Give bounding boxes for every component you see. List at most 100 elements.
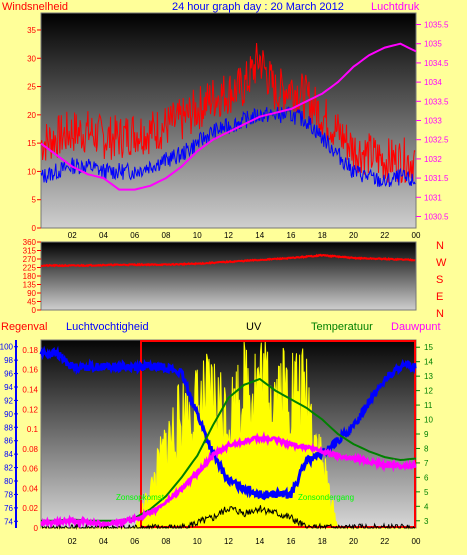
pressure-label: Luchtdruk	[371, 1, 420, 13]
humidity-tick-label: 78	[4, 490, 13, 499]
x-tick-label: 04	[99, 537, 108, 546]
direction-tick-label: 315	[23, 247, 37, 256]
x-tick-label: 16	[287, 231, 296, 240]
pressure-tick-label: 1032	[424, 155, 442, 164]
humidity-tick-label: 98	[4, 356, 13, 365]
pressure-tick-label: 1031	[424, 193, 442, 202]
humidity-series	[39, 345, 417, 501]
temperature-tick-label: 12	[424, 387, 433, 396]
wind-tick-label: 30	[27, 54, 36, 63]
temperature-tick-label: 15	[424, 343, 433, 352]
x-tick-label: 18	[318, 537, 327, 546]
x-tick-label: 06	[130, 537, 139, 546]
direction-tick-label: 225	[23, 264, 37, 273]
x-axis-ticks-panel3: 02 04 06 08 10 12 14 16 18 20 22 00	[68, 537, 421, 546]
x-tick-label: 14	[255, 231, 264, 240]
panel-wind-pressure	[40, 12, 417, 229]
uv-label: UV	[246, 321, 262, 333]
rain-tick-label: 0.16	[22, 366, 38, 375]
pressure-tick-label: 1032.5	[424, 136, 449, 145]
dewpoint-label: Dauwpunt	[391, 321, 441, 333]
x-tick-label: 16	[287, 537, 296, 546]
dewpoint-series	[40, 431, 417, 530]
humidity-tick-label: 96	[4, 370, 13, 379]
humidity-tick-label: 92	[4, 396, 13, 405]
humidity-tick-label: 82	[4, 464, 13, 473]
humidity-tick-label: 100	[0, 343, 14, 352]
direction-tick-label: 0	[32, 306, 37, 315]
direction-tick-label: 270	[23, 255, 37, 264]
wind-direction-series	[40, 253, 416, 268]
x-tick-label: 14	[255, 537, 264, 546]
temperature-tick-label: 6	[424, 473, 429, 482]
pressure-tick-label: 1030.5	[424, 212, 449, 221]
x-tick-label: 02	[68, 231, 77, 240]
wind-tick-label: 20	[27, 111, 36, 120]
daylight-box	[140, 340, 416, 528]
compass-letter: N	[436, 240, 444, 252]
rain-tick-label: 0.18	[22, 346, 38, 355]
sunset-label: Zonsondergang	[298, 493, 354, 502]
temperature-tick-label: 5	[424, 488, 429, 497]
x-tick-label: 10	[193, 537, 202, 546]
temperature-tick-label: 10	[424, 416, 433, 425]
humidity-label: Luchtvochtigheid	[66, 321, 149, 333]
rain-tick-label: 0.06	[22, 465, 38, 474]
wind-axis-ticks: 35 30 25 20 15 10 5 0	[27, 26, 41, 233]
x-tick-label: 12	[224, 537, 233, 546]
wind-tick-label: 5	[32, 196, 37, 205]
direction-tick-label: 45	[27, 298, 36, 307]
humidity-tick-label: 74	[4, 517, 13, 526]
pressure-tick-label: 1035.5	[424, 21, 449, 30]
temperature-tick-label: 4	[424, 502, 429, 511]
humidity-tick-label: 90	[4, 410, 13, 419]
rain-tick-label: 0.1	[27, 425, 39, 434]
pressure-tick-label: 1031.5	[424, 174, 449, 183]
pressure-axis-ticks: 1035.5 1035 1034.5 1034 1033.5 1033 1032.5 1032…	[416, 21, 449, 221]
wind-speed-series	[40, 42, 416, 184]
temperature-label: Temperatuur	[311, 321, 373, 333]
humidity-tick-label: 84	[4, 450, 13, 459]
temperature-tick-label: 3	[424, 517, 429, 526]
rain-label: Regenval	[1, 321, 47, 333]
x-tick-label: 02	[68, 537, 77, 546]
humidity-tick-label: 86	[4, 437, 13, 446]
x-tick-label: 08	[162, 537, 171, 546]
rain-tick-label: 0.04	[22, 484, 38, 493]
x-tick-label: 06	[130, 231, 139, 240]
x-tick-label: 00	[412, 537, 421, 546]
rain-axis-ticks: 0.18 0.16 0.14 0.12 0.1 0.08 0.06 0.04 0.02 0	[22, 346, 38, 533]
rain-tick-label: 0.12	[22, 405, 38, 414]
compass-letter: N	[436, 308, 444, 320]
x-tick-label: 00	[412, 231, 421, 240]
rain-series	[40, 505, 416, 530]
x-tick-label: 20	[349, 231, 358, 240]
x-tick-label: 20	[349, 537, 358, 546]
humidity-tick-label: 94	[4, 383, 13, 392]
wind-tick-label: 35	[27, 26, 36, 35]
x-tick-label: 10	[193, 231, 202, 240]
pressure-series	[40, 42, 417, 191]
panel-wind-direction	[40, 241, 417, 311]
compass-letter: W	[436, 257, 447, 269]
x-axis-ticks-panel1: 02 04 06 08 10 12 14 16 18 20 22 00	[68, 231, 421, 240]
rain-tick-label: 0	[34, 524, 39, 533]
direction-tick-label: 360	[23, 238, 37, 247]
humidity-tick-label: 88	[4, 423, 13, 432]
x-tick-label: 08	[162, 231, 171, 240]
wind-tick-label: 15	[27, 139, 36, 148]
x-tick-label: 18	[318, 231, 327, 240]
pressure-tick-label: 1034.5	[424, 59, 449, 68]
temperature-tick-label: 13	[424, 372, 433, 381]
wind-tick-label: 0	[32, 224, 37, 233]
compass-letter: S	[436, 274, 443, 286]
wind-tick-label: 25	[27, 83, 36, 92]
temperature-tick-label: 11	[424, 401, 433, 410]
temperature-tick-label: 8	[424, 444, 429, 453]
temperature-tick-label: 9	[424, 430, 429, 439]
rain-tick-label: 0.02	[22, 504, 38, 513]
temperature-axis-ticks: 15 14 13 12 11 10 9 8 7 6 5 4 3	[416, 343, 433, 526]
